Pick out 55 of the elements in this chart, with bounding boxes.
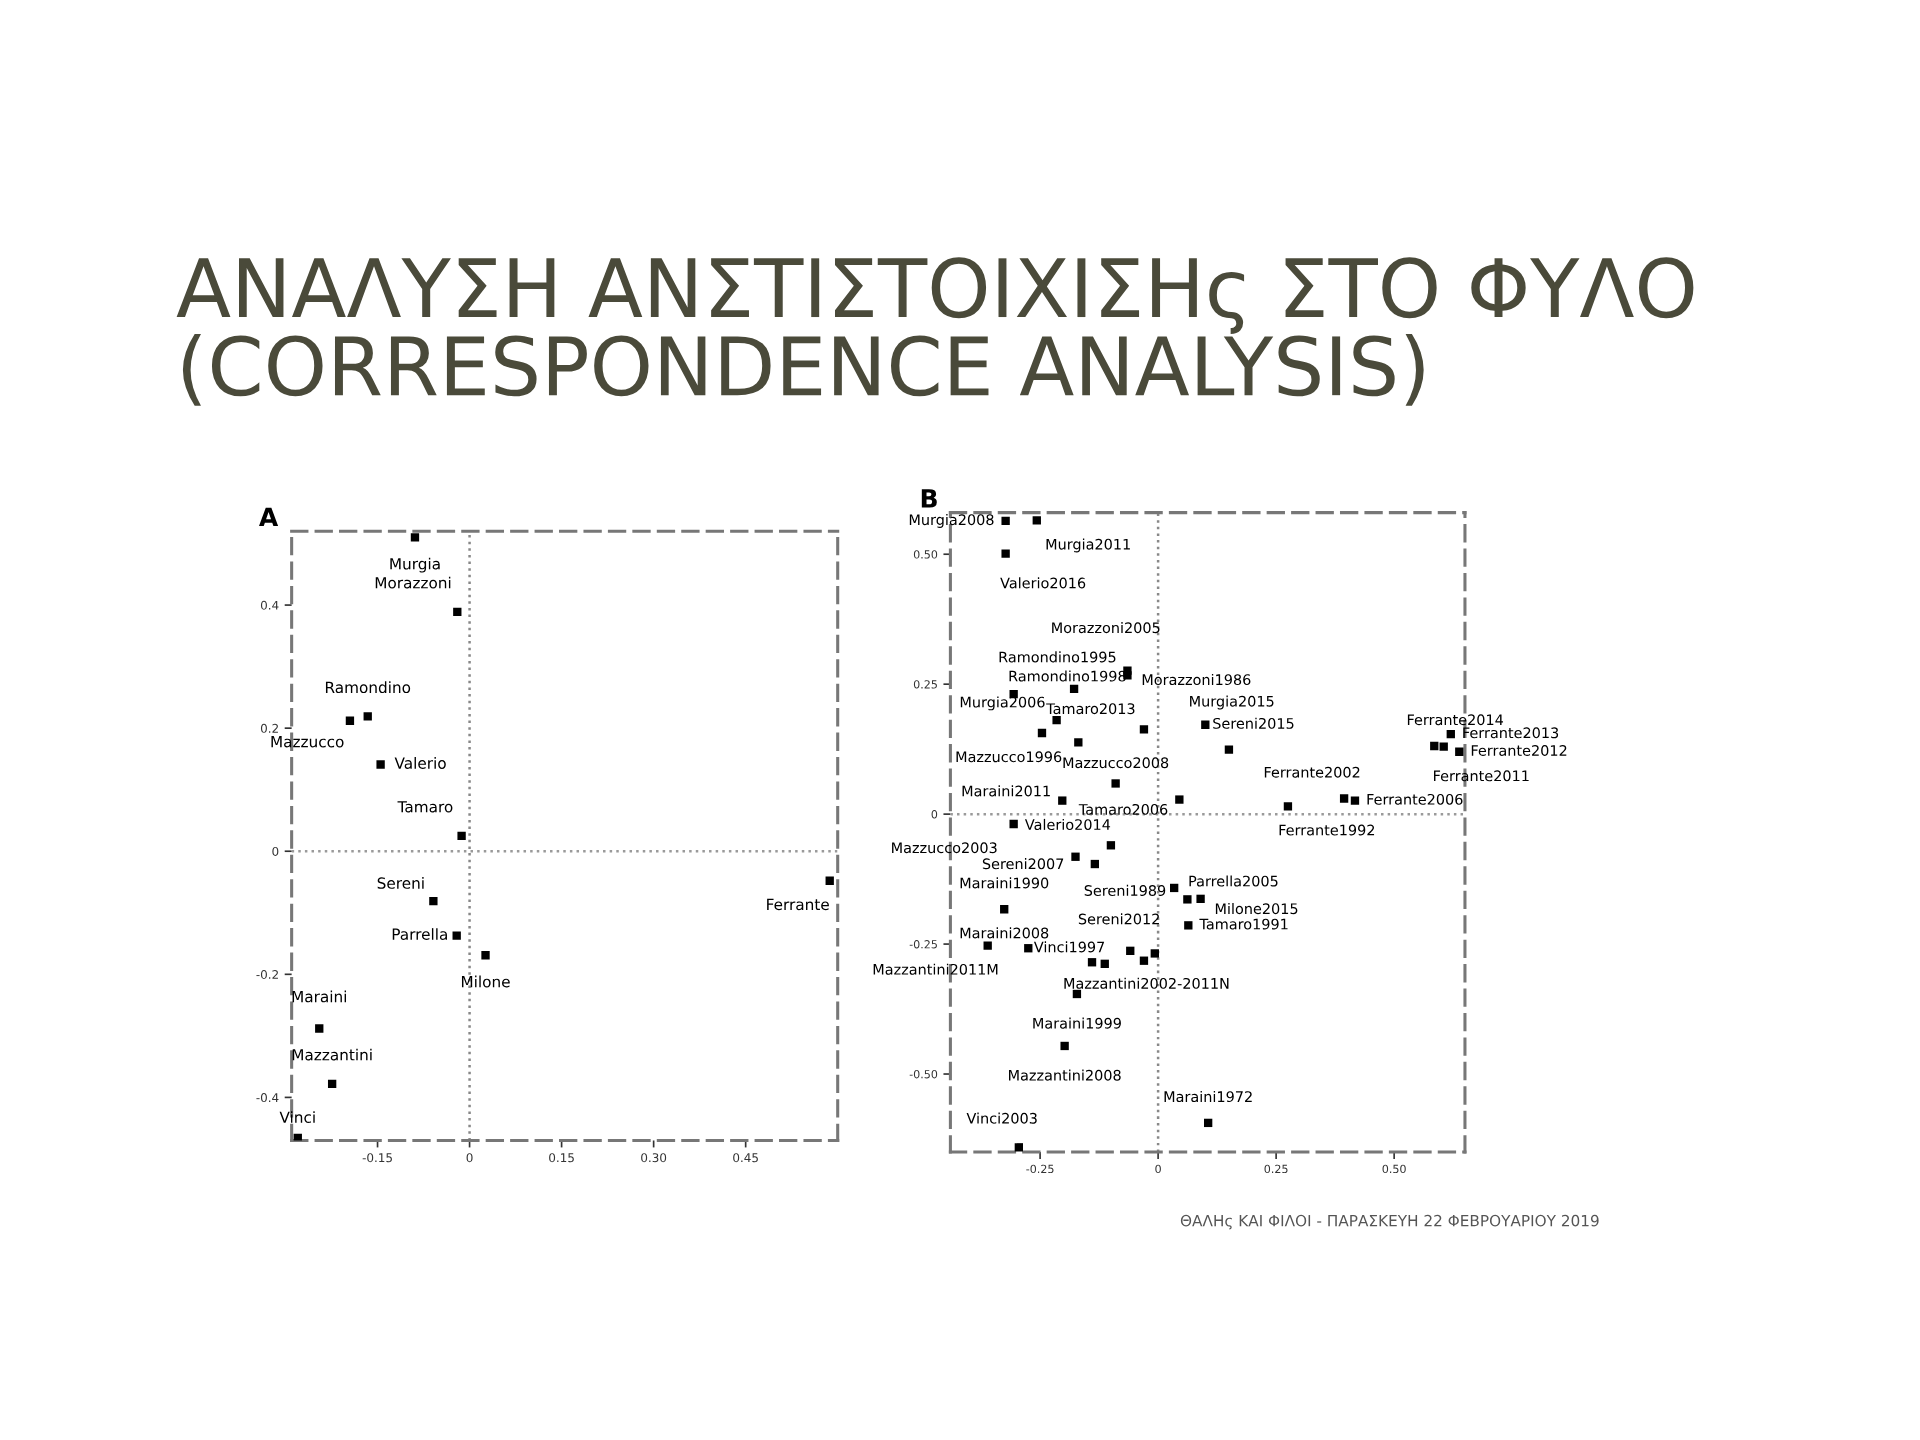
point: [345, 716, 355, 725]
point: [1024, 944, 1033, 953]
point: [1071, 852, 1080, 861]
point: [429, 896, 438, 906]
point: [1111, 779, 1120, 788]
point: [1014, 1143, 1024, 1152]
point: [1139, 956, 1149, 965]
point: [1201, 720, 1210, 729]
point: [1052, 715, 1061, 725]
point: [410, 533, 420, 542]
point: [453, 607, 462, 616]
point: [1196, 894, 1205, 904]
point: [481, 951, 490, 960]
point: [452, 931, 461, 940]
point: [315, 1024, 324, 1033]
point: [1446, 729, 1455, 739]
point: [1224, 745, 1234, 754]
point: [983, 941, 992, 950]
point: [1184, 921, 1193, 930]
chart-title: B: [921, 489, 937, 508]
point: [1455, 747, 1464, 756]
point: [327, 1079, 337, 1089]
text: ΑΝΑΛΥΣΗ ΑΝΣΤΙΣΤΟΙΧΙΣΗς ΣΤΟ ΦΥΛΟ (CORRESPONDENCE ANALYSIS): [176, 257, 1694, 406]
point: [1001, 516, 1010, 526]
point: [1150, 949, 1159, 958]
point: [1060, 1041, 1069, 1051]
point: [363, 712, 372, 721]
point: [1430, 741, 1439, 751]
point: [1106, 841, 1116, 850]
point: [1126, 946, 1135, 955]
chart-title: A: [259, 507, 279, 527]
point: [1183, 895, 1192, 904]
point: [1175, 795, 1184, 804]
point: [1001, 549, 1010, 558]
point: [376, 760, 385, 769]
point: [1203, 1118, 1213, 1128]
point: [1069, 684, 1079, 694]
point: [825, 876, 834, 885]
point: [1339, 794, 1349, 803]
point: [1139, 725, 1149, 734]
point: [1350, 796, 1360, 805]
point: [1170, 883, 1179, 893]
point: [1058, 796, 1067, 805]
point: [1072, 989, 1082, 999]
point: [1009, 819, 1018, 829]
point: [1032, 516, 1041, 525]
point: [1439, 742, 1448, 751]
point: [1037, 728, 1047, 738]
point: [1283, 802, 1293, 811]
point: [1000, 905, 1009, 914]
point: [457, 831, 466, 841]
point: [1087, 958, 1097, 967]
point: [1090, 859, 1100, 869]
point: [1100, 959, 1109, 968]
point: [1074, 738, 1083, 747]
